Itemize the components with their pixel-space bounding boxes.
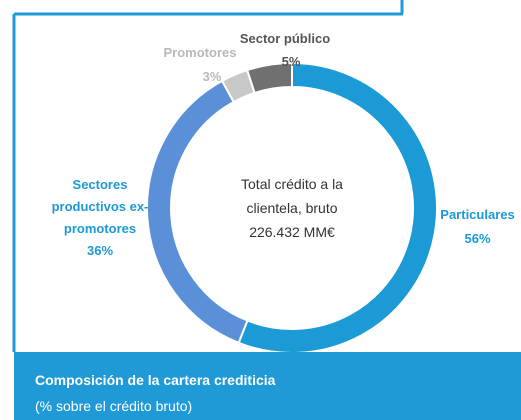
value-label: 36% bbox=[86, 243, 114, 258]
category-label: Sector público bbox=[239, 31, 331, 46]
center-line: 226.432 MM€ bbox=[249, 224, 335, 240]
center-line: Total crédito a la bbox=[241, 176, 343, 192]
category-label: Particulares bbox=[440, 207, 515, 222]
caption-box: Composición de la cartera crediticia (% … bbox=[14, 352, 521, 420]
value-label: 56% bbox=[464, 231, 491, 246]
category-label: Sectores productivos ex-promotores bbox=[51, 177, 149, 236]
value-label: 5% bbox=[281, 54, 301, 69]
center-line: clientela, bruto bbox=[246, 200, 338, 216]
center-text: Total crédito a la clientela, bruto 226.… bbox=[222, 172, 362, 244]
donut-segment bbox=[245, 61, 293, 95]
value-label: 3% bbox=[202, 69, 222, 84]
caption-title: Composición de la cartera crediticia bbox=[35, 372, 276, 388]
category-label: Promotores bbox=[163, 45, 237, 60]
caption-subtitle: (% sobre el crédito bruto) bbox=[35, 398, 193, 414]
